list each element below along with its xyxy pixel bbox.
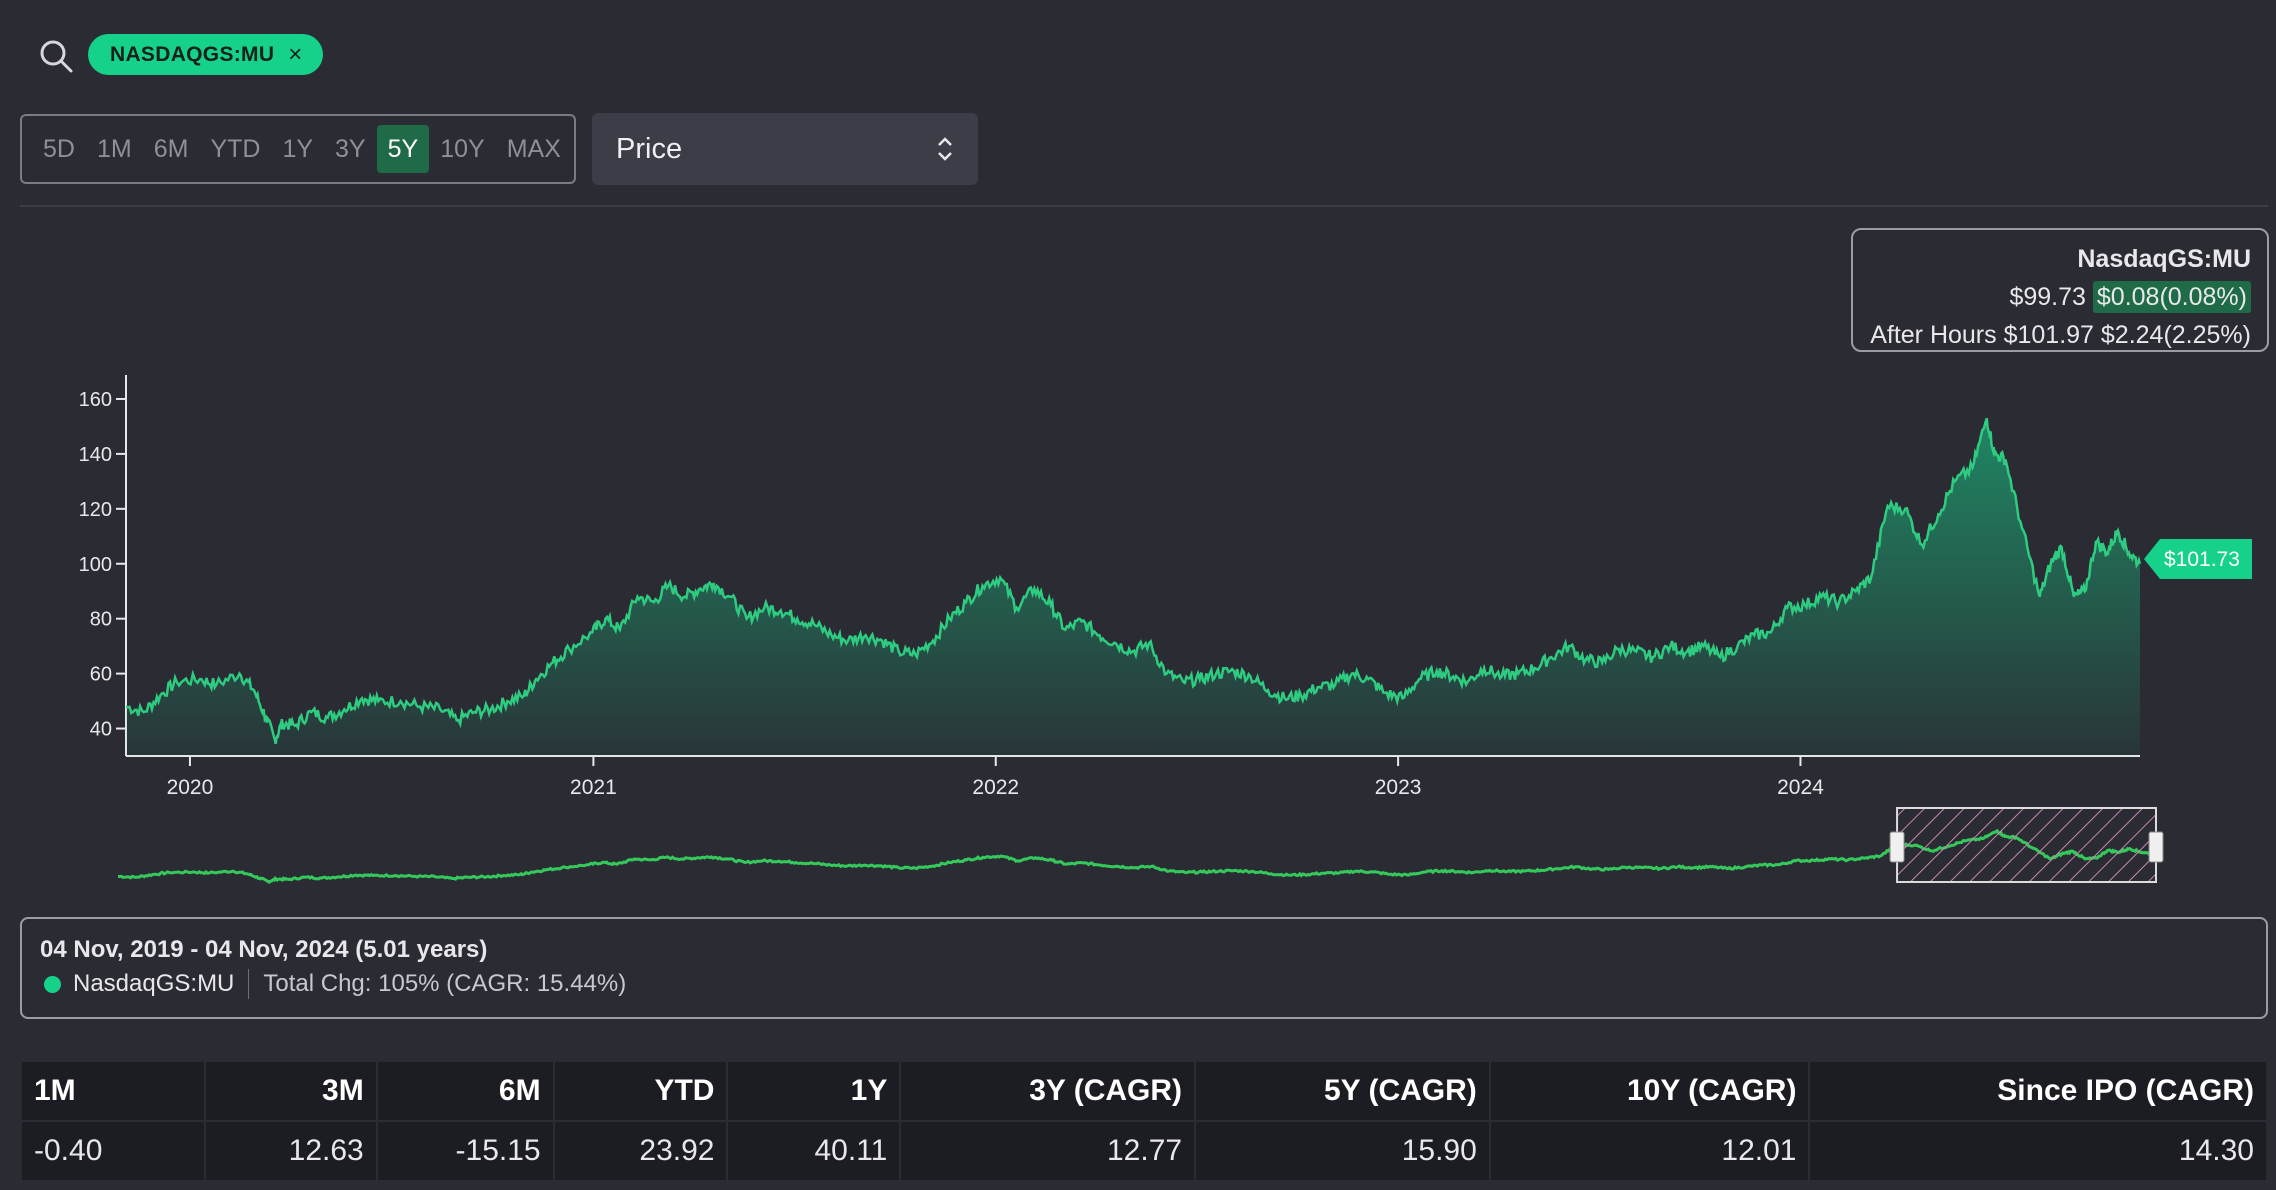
period-10y-button[interactable]: 10Y	[440, 134, 485, 163]
col-header: YTD	[552, 1060, 729, 1122]
table-cell: 12.63	[203, 1120, 378, 1182]
price-line	[125, 417, 2142, 745]
table-cell: 14.30	[1808, 1120, 2268, 1182]
metric-select[interactable]: Price	[592, 113, 978, 185]
period-5d-button[interactable]: 5D	[43, 134, 75, 163]
y-tick-label: 80	[90, 609, 112, 631]
y-tick-label: 160	[79, 389, 112, 411]
returns-table: 1M 3M 6M YTD 1Y 3Y (CAGR) 5Y (CAGR) 10Y …	[20, 1060, 2268, 1182]
chevron-updown-icon	[938, 137, 952, 161]
y-tick-label: 140	[79, 444, 112, 466]
divider	[20, 205, 2268, 207]
period-1m-button[interactable]: 1M	[96, 134, 132, 163]
x-tick-label: 2020	[167, 776, 214, 799]
period-max-button[interactable]: MAX	[506, 134, 561, 163]
search-icon[interactable]	[38, 38, 74, 74]
col-header: 3M	[203, 1060, 378, 1122]
x-tick-label: 2023	[1375, 776, 1422, 799]
period-ytd-button[interactable]: YTD	[210, 134, 261, 163]
table-cell: -15.15	[375, 1120, 555, 1182]
close-icon[interactable]: ×	[288, 40, 303, 68]
col-header: 1Y	[726, 1060, 902, 1122]
period-5y-button[interactable]: 5Y	[376, 125, 430, 173]
table-cell: 15.90	[1194, 1120, 1491, 1182]
col-header: Since IPO (CAGR)	[1808, 1060, 2268, 1122]
period-3y-button[interactable]: 3Y	[335, 134, 366, 163]
period-selector: 5D 1M 6M YTD 1Y 3Y 5Y 10Y MAX	[20, 114, 576, 184]
ticker-chip-label: NASDAQGS:MU	[110, 42, 275, 66]
table-cell: -0.40	[20, 1120, 206, 1182]
price-tooltip-price-row: $99.73 $0.08(0.08%)	[1869, 278, 2251, 316]
x-tick-label: 2024	[1777, 776, 1824, 799]
x-tick-label: 2022	[972, 776, 1019, 799]
date-range: 04 Nov, 2019 - 04 Nov, 2024 (5.01 years)	[40, 936, 488, 963]
table-cell: 12.77	[899, 1120, 1197, 1182]
series-legend-dot	[44, 975, 61, 993]
navigator-line	[117, 828, 2153, 885]
y-tick-label: 100	[79, 554, 112, 576]
y-tick-label: 40	[90, 719, 112, 741]
table-cell: 40.11	[726, 1120, 902, 1182]
price-area	[126, 418, 2140, 756]
separator	[248, 969, 250, 999]
ticker-chip[interactable]: NASDAQGS:MU ×	[88, 34, 323, 75]
summary-box: 04 Nov, 2019 - 04 Nov, 2024 (5.01 years)…	[20, 917, 2268, 1019]
table-row: -0.40 12.63 -15.15 23.92 40.11 12.77 15.…	[20, 1120, 2268, 1182]
x-axis: 2020 2021 2022 2023 2024	[126, 755, 2140, 799]
y-tick-label: 60	[90, 664, 112, 686]
navigator[interactable]	[117, 807, 2164, 885]
period-1y-button[interactable]: 1Y	[282, 134, 314, 163]
table-cell: 23.92	[552, 1120, 729, 1182]
col-header: 5Y (CAGR)	[1194, 1060, 1491, 1122]
col-header: 1M	[20, 1060, 206, 1122]
last-price-label: $101.73	[2144, 539, 2252, 580]
metric-select-value: Price	[616, 132, 683, 165]
price-tooltip: NasdaqGS:MU $99.73 $0.08(0.08%) After Ho…	[1851, 228, 2269, 352]
navigator-left-handle[interactable]	[1889, 831, 1905, 863]
price-tooltip-title: NasdaqGS:MU	[2077, 245, 2251, 273]
after-hours-price: After Hours $101.97 $2.24(2.25%)	[1870, 321, 2251, 349]
navigator-right-handle[interactable]	[2148, 831, 2164, 863]
current-price: $99.73	[2009, 283, 2086, 311]
y-tick-label: 120	[79, 499, 112, 521]
series-legend-label: NasdaqGS:MU	[73, 970, 235, 997]
period-6m-button[interactable]: 6M	[153, 134, 189, 163]
last-price-label-text: $101.73	[2164, 548, 2240, 571]
col-header: 6M	[375, 1060, 555, 1122]
total-change: Total Chg: 105% (CAGR: 15.44%)	[263, 970, 627, 997]
table-cell: 12.01	[1488, 1120, 1811, 1182]
x-tick-label: 2021	[570, 776, 617, 799]
col-header: 10Y (CAGR)	[1488, 1060, 1811, 1122]
col-header: 3Y (CAGR)	[899, 1060, 1197, 1122]
y-axis: 40 60 80 100 120 140 160	[79, 375, 127, 756]
price-change-badge: $0.08(0.08%)	[2092, 281, 2251, 313]
navigator-selection[interactable]	[1896, 807, 2157, 883]
table-header-row: 1M 3M 6M YTD 1Y 3Y (CAGR) 5Y (CAGR) 10Y …	[20, 1060, 2268, 1122]
